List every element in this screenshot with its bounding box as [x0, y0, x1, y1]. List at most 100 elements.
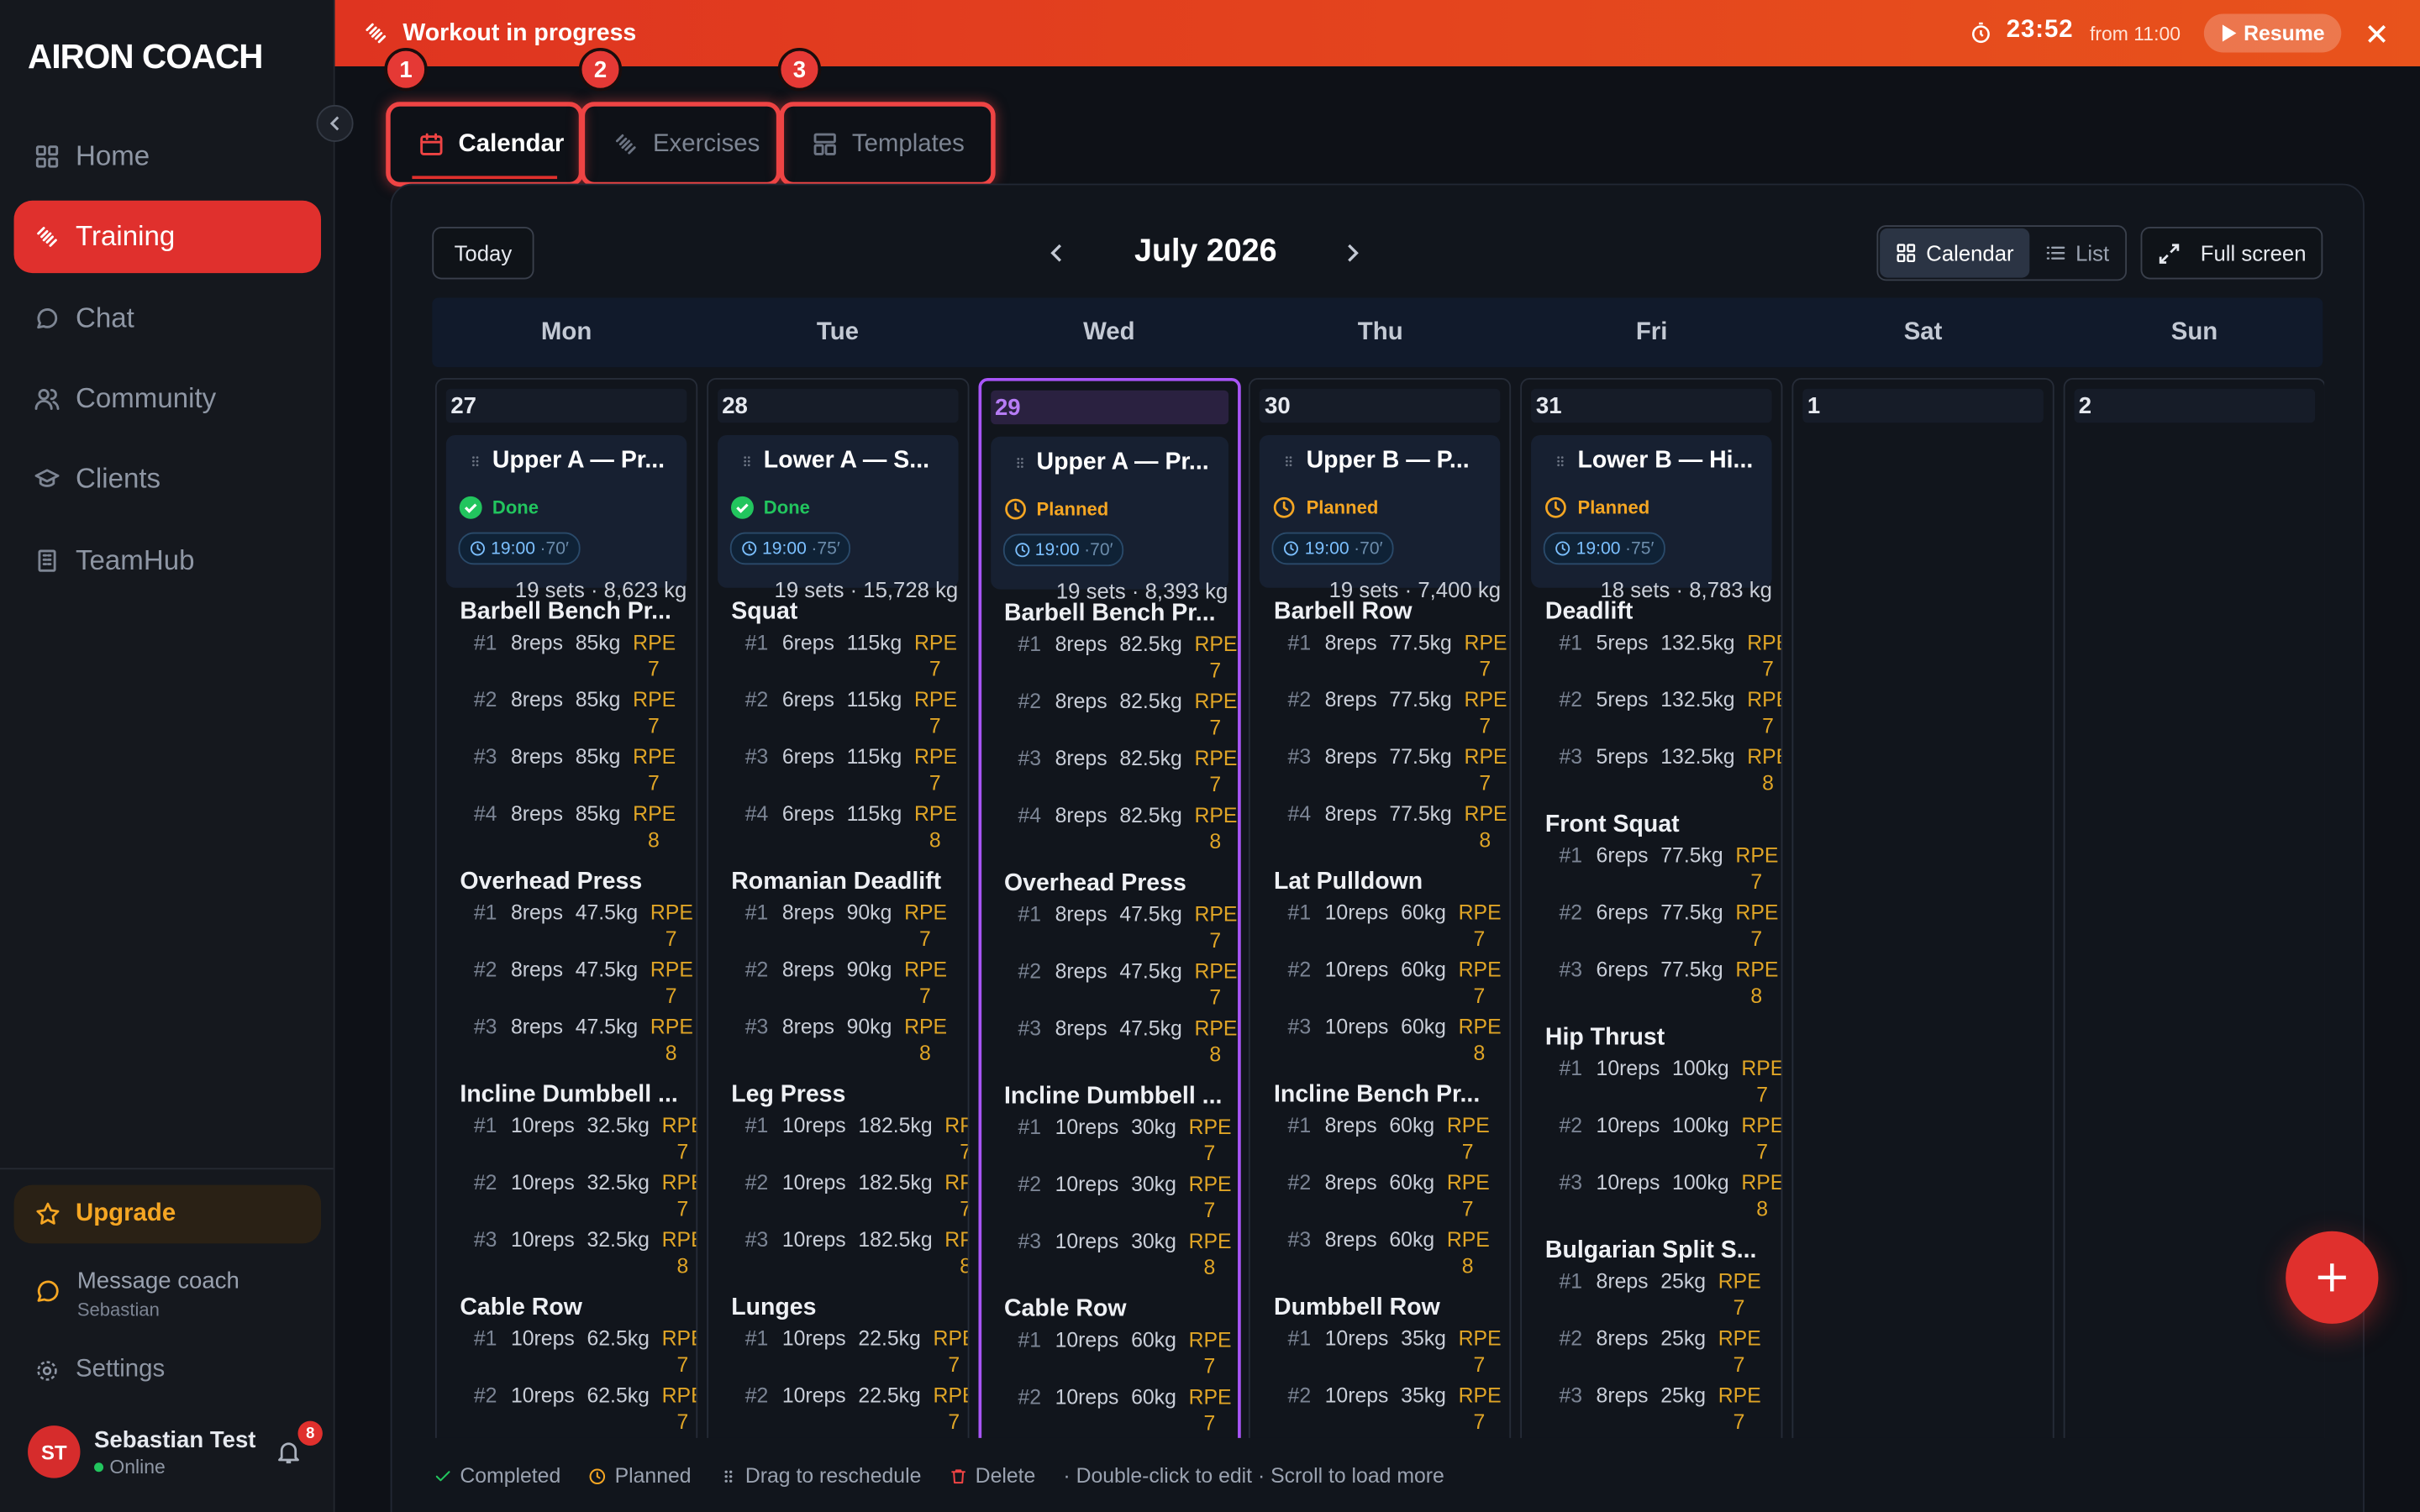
set-reps: 10reps: [781, 1171, 846, 1194]
nav-item[interactable]: TeamHub: [14, 524, 322, 596]
resume-button[interactable]: Resume: [2203, 13, 2342, 53]
time-pill: 19:00·70′: [1272, 532, 1394, 565]
set-rpe: RPE 7: [1458, 1326, 1502, 1377]
dumbbell-icon: [366, 23, 387, 44]
logo[interactable]: AIRON COACH: [28, 37, 263, 76]
workout-duration: ·70′: [1084, 540, 1113, 559]
set-reps: 10reps: [510, 1114, 575, 1137]
exercise-name: Lat Pulldown: [1274, 869, 1423, 895]
workout-card[interactable]: Lower B — Hi... Planned 19:00·75′ 18 sets ·…: [1531, 434, 1772, 601]
workout-card[interactable]: Lower A — S... Done 19:00·75′ 19 sets · 15,…: [717, 434, 959, 601]
set-weight: 60kg: [1131, 1328, 1176, 1352]
day-column[interactable]: 31 Lower B — Hi... Planned 19:00·75′ 18 sets…: [1520, 378, 1783, 1438]
set-number: #1: [744, 1114, 769, 1137]
add-button[interactable]: [2286, 1231, 2379, 1324]
set-weight: 47.5kg: [1119, 1016, 1182, 1040]
set-rpe: RPE 8: [1194, 1016, 1238, 1067]
gear-icon: [37, 1360, 57, 1380]
settings-link[interactable]: Settings: [34, 1356, 165, 1383]
time-pill: 19:00·75′: [729, 532, 851, 565]
set-weight: 60kg: [1401, 1015, 1446, 1039]
set-rpe: RPE 8: [1194, 803, 1238, 853]
set-weight: 115kg: [846, 802, 902, 826]
tab-icon: [420, 133, 443, 155]
exercise: Overhead Press #1 8reps 47.5kg RPE 7 #2 8reps 4…: [437, 865, 697, 1070]
set-number: #3: [1018, 1229, 1042, 1253]
upgrade-label: Upgrade: [76, 1200, 176, 1227]
set-reps: 10reps: [510, 1228, 575, 1252]
prev-month[interactable]: [1046, 242, 1068, 264]
tab[interactable]: Templates: [779, 102, 996, 187]
exercise-name: Cable Row: [460, 1294, 582, 1321]
set-rpe: RPE 7: [933, 1383, 968, 1434]
set-weight: 47.5kg: [575, 958, 639, 982]
day-column[interactable]: 29 Upper A — Pr... Planned 19:00·70′ 19 sets…: [977, 378, 1240, 1438]
set-weight: 100kg: [1672, 1114, 1729, 1137]
set-number: #2: [744, 958, 769, 982]
set-rpe: RPE 8: [914, 802, 958, 852]
time-pill: 19:00·75′: [1544, 532, 1665, 565]
tab[interactable]: Calendar: [386, 102, 584, 187]
nav-label: Chat: [76, 302, 134, 333]
day-column[interactable]: 1: [1791, 378, 2054, 1438]
chat-icon: [37, 1280, 59, 1302]
day-column[interactable]: 28 Lower A — S... Done 19:00·75′ 19 sets · 1…: [706, 378, 970, 1438]
day-date: 29: [994, 394, 1021, 421]
set-reps: 8reps: [1324, 802, 1377, 826]
view-option[interactable]: Calendar: [1880, 228, 2029, 278]
set-number: #1: [1287, 631, 1312, 654]
nav-item[interactable]: Chat: [14, 281, 322, 354]
exercise: Barbell Bench Pr... #1 8reps 85kg RPE 7 #2 8re…: [437, 596, 697, 858]
view-option[interactable]: List: [2029, 228, 2125, 278]
nav-item[interactable]: Community: [14, 362, 322, 434]
set-reps: 8reps: [1055, 959, 1107, 984]
set-weight: 62.5kg: [587, 1326, 650, 1351]
set-number: #2: [1559, 688, 1583, 711]
set-row: #4 8reps 85kg RPE 8: [460, 801, 696, 858]
day-column[interactable]: 30 Upper B — P... Planned 19:00·70′ 19 sets …: [1249, 378, 1512, 1438]
message-coach[interactable]: Message coach Sebastian: [34, 1268, 239, 1320]
workout-card[interactable]: Upper A — Pr... Planned 19:00·70′ 19 sets ·…: [990, 436, 1228, 603]
day-date: 30: [1265, 392, 1291, 419]
fullscreen-button[interactable]: Full screen: [2140, 227, 2323, 280]
workout-card[interactable]: Upper B — P... Planned 19:00·70′ 19 sets · …: [1260, 434, 1502, 601]
set-reps: 8reps: [1324, 1171, 1377, 1194]
set-reps: 8reps: [1324, 631, 1377, 654]
set-row: #3 10reps 32.5kg RPE 8: [460, 1226, 696, 1284]
set-rpe: RPE 7: [914, 631, 958, 681]
set-number: #4: [1287, 802, 1312, 826]
set-rpe: RPE 7: [1194, 902, 1238, 953]
message-coach-subtitle: Sebastian: [76, 1299, 160, 1321]
set-row: #2 8reps 25kg RPE 7: [1545, 1326, 1781, 1383]
avatar[interactable]: ST: [28, 1425, 81, 1478]
workout-time: 19:00: [1034, 540, 1080, 559]
set-weight: 77.5kg: [1389, 745, 1452, 769]
set-rpe: RPE 7: [1458, 1383, 1502, 1434]
tab[interactable]: Exercises: [580, 102, 781, 187]
nav-item[interactable]: Home: [14, 120, 322, 192]
workout-title-row: Lower A — S...: [729, 448, 958, 475]
set-reps: 8reps: [1055, 1016, 1107, 1040]
set-weight: 60kg: [1401, 958, 1446, 982]
today-button[interactable]: Today: [432, 227, 534, 280]
day-column[interactable]: 27 Upper A — Pr... Done 19:00·70′ 19 sets · …: [434, 378, 698, 1438]
workout-title: Upper A — Pr...: [492, 447, 666, 474]
nav-item[interactable]: Clients: [14, 443, 322, 515]
play-icon: [2222, 24, 2236, 42]
set-weight: 60kg: [1131, 1385, 1176, 1409]
day-header: 29: [990, 390, 1228, 425]
close-icon[interactable]: [2366, 24, 2388, 45]
set-reps: 8reps: [1055, 902, 1107, 927]
next-month[interactable]: [1341, 242, 1363, 264]
day-column[interactable]: 2: [2063, 378, 2325, 1438]
set-number: #2: [473, 958, 497, 982]
workout-time: 19:00: [1576, 538, 1621, 558]
set-number: #1: [1287, 1326, 1312, 1351]
set-number: #1: [473, 900, 497, 925]
workout-card[interactable]: Upper A — Pr... Done 19:00·70′ 19 sets · 8,…: [445, 434, 687, 601]
upgrade-button[interactable]: Upgrade: [13, 1184, 322, 1244]
collapse-button[interactable]: [316, 104, 354, 142]
nav-item[interactable]: Training: [13, 201, 322, 274]
set-reps: 10reps: [1324, 1383, 1389, 1408]
bell-icon[interactable]: [275, 1438, 302, 1466]
